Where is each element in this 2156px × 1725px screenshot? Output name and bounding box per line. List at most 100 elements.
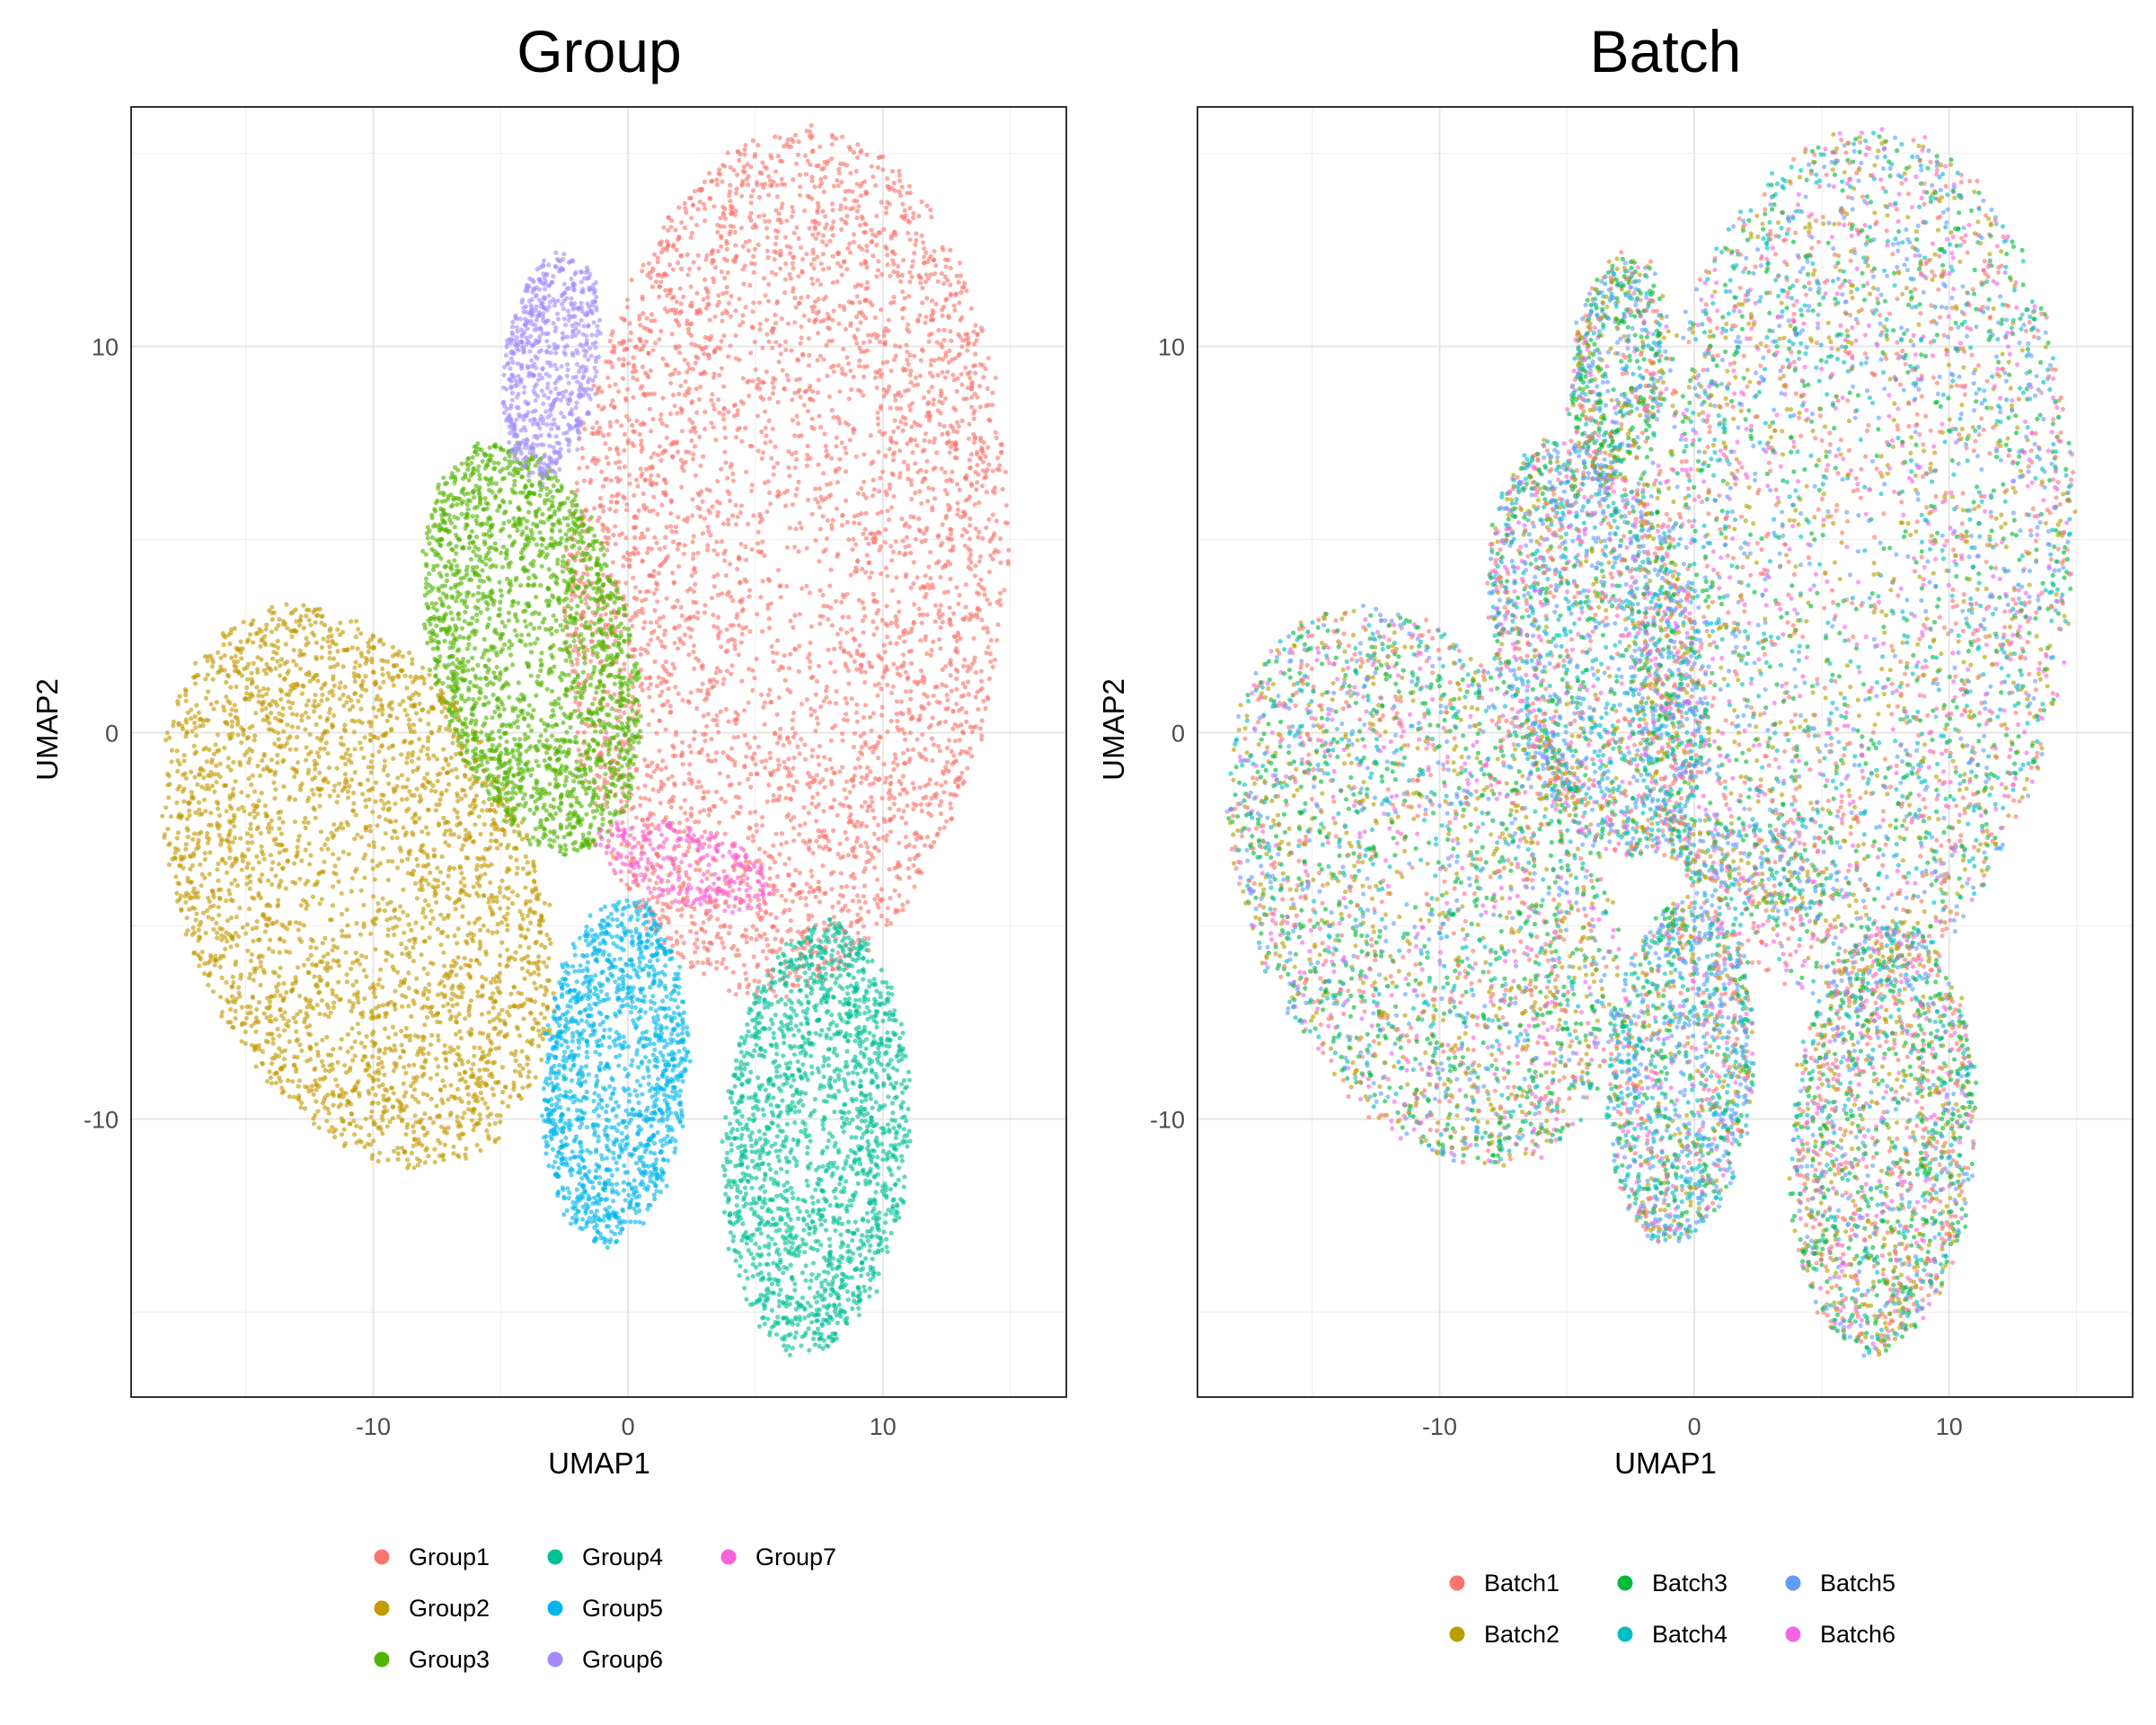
data-point — [810, 389, 816, 394]
data-point — [730, 205, 736, 210]
data-point — [815, 278, 820, 283]
data-point — [767, 770, 773, 775]
data-point — [905, 326, 910, 332]
data-point — [723, 460, 729, 465]
data-point — [918, 668, 923, 674]
data-point — [658, 680, 664, 686]
data-point — [653, 279, 659, 285]
data-point — [648, 367, 653, 374]
data-point — [666, 227, 671, 234]
data-point — [686, 625, 692, 631]
data-point — [888, 620, 894, 626]
data-point — [519, 836, 526, 842]
data-point — [832, 646, 837, 652]
data-point — [869, 240, 874, 245]
data-point — [932, 436, 938, 441]
data-point — [796, 420, 801, 427]
data-point — [764, 956, 769, 961]
data-point — [613, 524, 618, 529]
data-point — [763, 218, 768, 224]
data-point — [897, 178, 903, 183]
data-point — [785, 735, 791, 740]
data-point — [671, 579, 677, 585]
data-point — [873, 369, 879, 375]
data-point — [867, 858, 872, 863]
data-point — [409, 1013, 414, 1019]
data-point — [834, 701, 839, 706]
data-point — [840, 893, 846, 899]
data-point — [705, 946, 711, 951]
data-point — [719, 935, 724, 941]
data-point — [858, 906, 863, 911]
data-point — [805, 294, 811, 299]
data-point — [918, 638, 923, 643]
data-point — [632, 515, 637, 520]
data-point — [943, 684, 949, 689]
data-point — [847, 790, 853, 795]
data-point — [871, 815, 877, 821]
data-point — [796, 273, 801, 279]
data-point — [938, 411, 943, 416]
data-point — [597, 495, 604, 501]
data-point — [922, 246, 927, 252]
data-point — [695, 551, 701, 556]
data-point — [324, 718, 330, 723]
data-point — [291, 1015, 296, 1021]
data-point — [843, 189, 848, 194]
data-point — [844, 519, 851, 525]
data-point — [575, 661, 580, 667]
data-point — [937, 399, 942, 404]
data-point — [839, 599, 844, 605]
data-point — [875, 822, 881, 828]
data-point — [904, 535, 910, 540]
data-point — [987, 651, 993, 657]
data-point — [632, 545, 637, 551]
data-point — [639, 448, 644, 454]
data-point — [720, 957, 726, 962]
data-point — [626, 562, 632, 569]
data-point — [642, 757, 648, 763]
data-point — [285, 722, 290, 728]
data-point — [947, 536, 952, 542]
data-point — [664, 239, 669, 244]
data-point — [973, 323, 978, 328]
data-point — [791, 433, 798, 438]
data-point — [755, 242, 761, 247]
data-point — [938, 603, 943, 608]
data-point — [963, 365, 968, 370]
data-point — [860, 751, 865, 757]
data-point — [606, 838, 612, 844]
data-point — [675, 546, 680, 552]
data-point — [902, 737, 908, 742]
data-point — [897, 893, 902, 898]
data-point — [765, 479, 771, 484]
data-point — [913, 461, 918, 466]
data-point — [834, 688, 839, 694]
data-point — [919, 199, 924, 205]
data-point — [964, 529, 969, 535]
data-point — [982, 587, 987, 592]
data-point — [977, 361, 983, 367]
data-point — [830, 208, 835, 213]
data-point — [791, 208, 796, 215]
data-point — [909, 264, 915, 270]
data-point — [654, 540, 659, 546]
data-point — [815, 358, 820, 363]
data-point — [657, 444, 662, 449]
data-point — [286, 1078, 291, 1084]
data-point — [900, 201, 906, 207]
data-point — [755, 964, 760, 969]
data-point — [968, 611, 973, 616]
data-point — [760, 949, 766, 954]
data-point — [741, 933, 747, 938]
data-point — [829, 226, 835, 232]
data-point — [209, 664, 215, 669]
data-point — [809, 754, 815, 759]
data-point — [672, 625, 677, 631]
data-point — [972, 573, 978, 579]
data-point — [895, 725, 900, 730]
data-point — [657, 748, 662, 754]
data-point — [911, 621, 916, 626]
data-point — [908, 514, 914, 519]
data-point — [835, 178, 840, 183]
